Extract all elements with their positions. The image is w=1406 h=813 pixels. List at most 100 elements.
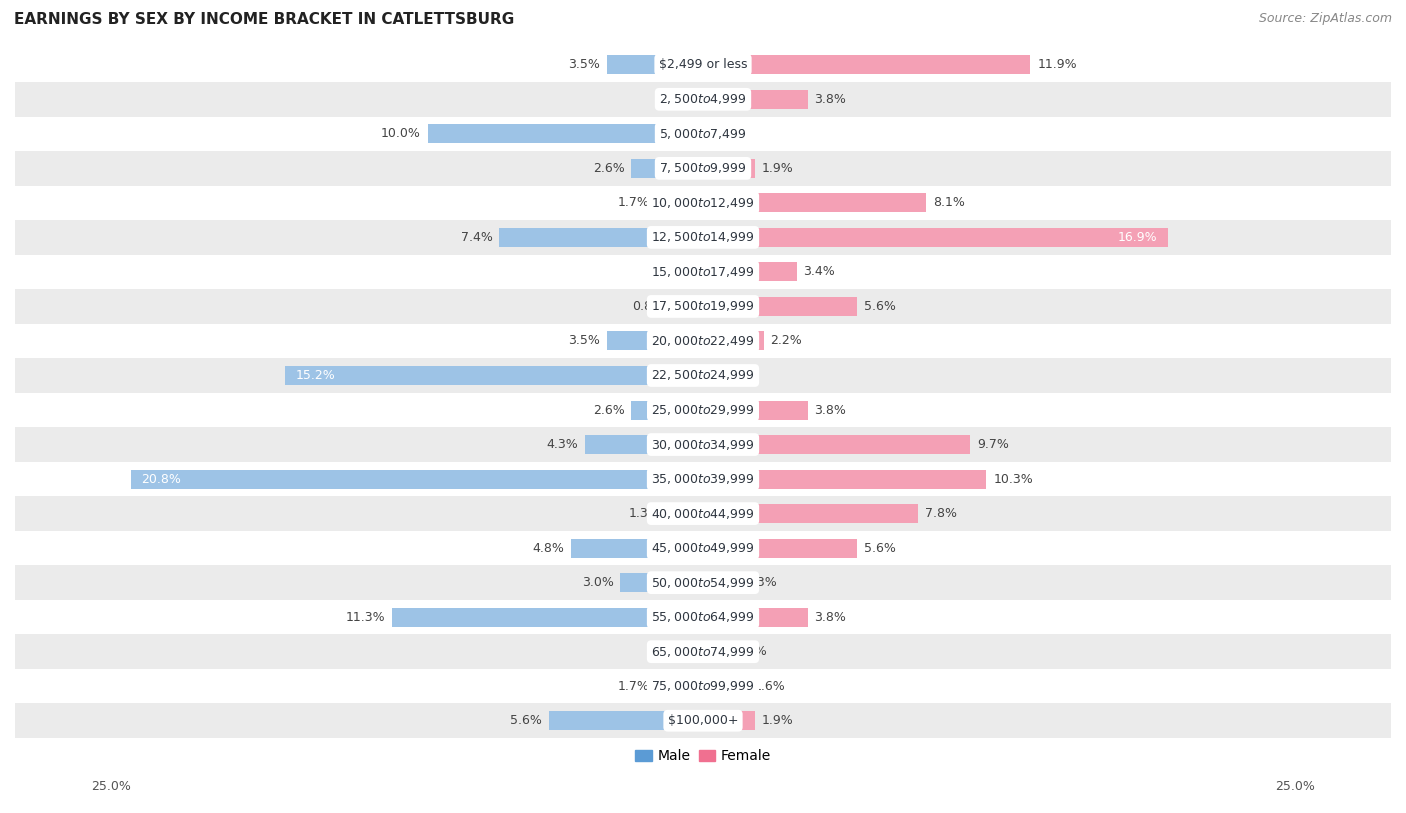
Text: 20.8%: 20.8% — [142, 472, 181, 485]
Text: $50,000 to $54,999: $50,000 to $54,999 — [651, 576, 755, 589]
Text: $2,500 to $4,999: $2,500 to $4,999 — [659, 93, 747, 107]
Bar — [15, 82, 1391, 116]
Text: 3.8%: 3.8% — [814, 93, 846, 106]
Text: 1.3%: 1.3% — [628, 507, 661, 520]
Text: 0.0%: 0.0% — [710, 369, 742, 382]
Text: 3.8%: 3.8% — [814, 403, 846, 416]
Bar — [15, 116, 1391, 151]
Bar — [499, 228, 703, 247]
Bar — [703, 711, 755, 730]
Text: 4.8%: 4.8% — [531, 541, 564, 554]
Bar — [703, 55, 1031, 74]
Text: 4.3%: 4.3% — [546, 438, 578, 451]
Bar — [15, 393, 1391, 428]
Bar — [703, 193, 927, 212]
Text: $20,000 to $22,499: $20,000 to $22,499 — [651, 334, 755, 348]
Bar — [15, 47, 1391, 82]
Text: 0.0%: 0.0% — [664, 93, 696, 106]
Bar — [15, 428, 1391, 462]
Bar — [15, 324, 1391, 359]
Text: 1.7%: 1.7% — [617, 197, 650, 210]
Text: 2.2%: 2.2% — [770, 334, 803, 347]
Text: $100,000+: $100,000+ — [668, 715, 738, 728]
Bar — [703, 676, 747, 696]
Text: EARNINGS BY SEX BY INCOME BRACKET IN CATLETTSBURG: EARNINGS BY SEX BY INCOME BRACKET IN CAT… — [14, 12, 515, 27]
Text: $22,500 to $24,999: $22,500 to $24,999 — [651, 368, 755, 382]
Bar — [703, 573, 738, 592]
Text: $7,500 to $9,999: $7,500 to $9,999 — [659, 161, 747, 176]
Bar — [668, 504, 703, 523]
Text: 1.9%: 1.9% — [762, 162, 794, 175]
Bar — [131, 470, 703, 489]
Bar — [657, 676, 703, 696]
Text: 3.0%: 3.0% — [582, 576, 613, 589]
Text: 25.0%: 25.0% — [91, 780, 131, 793]
Bar — [15, 359, 1391, 393]
Text: $40,000 to $44,999: $40,000 to $44,999 — [651, 506, 755, 520]
Bar — [15, 565, 1391, 600]
Text: 5.6%: 5.6% — [510, 715, 541, 728]
Text: 10.3%: 10.3% — [993, 472, 1033, 485]
Text: 3.5%: 3.5% — [568, 59, 600, 72]
Bar — [15, 462, 1391, 496]
Text: 11.9%: 11.9% — [1038, 59, 1077, 72]
Text: 0.0%: 0.0% — [664, 646, 696, 659]
Bar — [284, 366, 703, 385]
Bar — [427, 124, 703, 143]
Bar — [606, 332, 703, 350]
Bar — [571, 539, 703, 558]
Text: 0.0%: 0.0% — [664, 265, 696, 278]
Text: 10.0%: 10.0% — [381, 128, 420, 141]
Bar — [679, 297, 703, 316]
Text: 3.8%: 3.8% — [814, 611, 846, 624]
Bar — [703, 263, 797, 281]
Bar — [15, 703, 1391, 738]
Text: $55,000 to $64,999: $55,000 to $64,999 — [651, 611, 755, 624]
Bar — [15, 151, 1391, 185]
Text: 11.3%: 11.3% — [346, 611, 385, 624]
Text: 15.2%: 15.2% — [295, 369, 336, 382]
Text: 5.6%: 5.6% — [865, 300, 896, 313]
Bar — [703, 435, 970, 454]
Text: 7.8%: 7.8% — [925, 507, 956, 520]
Text: $17,500 to $19,999: $17,500 to $19,999 — [651, 299, 755, 314]
Text: 3.5%: 3.5% — [568, 334, 600, 347]
Text: 1.6%: 1.6% — [754, 680, 786, 693]
Text: 1.3%: 1.3% — [745, 576, 778, 589]
Text: $35,000 to $39,999: $35,000 to $39,999 — [651, 472, 755, 486]
Text: $65,000 to $74,999: $65,000 to $74,999 — [651, 645, 755, 659]
Bar — [703, 504, 918, 523]
Text: 0.87%: 0.87% — [633, 300, 672, 313]
Bar — [15, 600, 1391, 634]
Text: 8.1%: 8.1% — [932, 197, 965, 210]
Text: $45,000 to $49,999: $45,000 to $49,999 — [651, 541, 755, 555]
Bar — [620, 573, 703, 592]
Text: 16.9%: 16.9% — [1118, 231, 1157, 244]
Bar — [548, 711, 703, 730]
Text: $5,000 to $7,499: $5,000 to $7,499 — [659, 127, 747, 141]
Bar — [703, 607, 807, 627]
Bar — [15, 289, 1391, 324]
Bar — [15, 531, 1391, 565]
Text: $15,000 to $17,499: $15,000 to $17,499 — [651, 265, 755, 279]
Text: 1.9%: 1.9% — [762, 715, 794, 728]
Text: $2,499 or less: $2,499 or less — [659, 59, 747, 72]
Bar — [15, 220, 1391, 254]
Text: $25,000 to $29,999: $25,000 to $29,999 — [651, 403, 755, 417]
Bar — [15, 185, 1391, 220]
Text: $30,000 to $34,999: $30,000 to $34,999 — [651, 437, 755, 451]
Bar — [15, 634, 1391, 669]
Text: 0.62%: 0.62% — [727, 646, 766, 659]
Legend: Male, Female: Male, Female — [630, 744, 776, 769]
Bar — [631, 401, 703, 420]
Text: 2.6%: 2.6% — [593, 403, 624, 416]
Bar — [703, 642, 720, 661]
Text: 0.0%: 0.0% — [710, 128, 742, 141]
Bar — [703, 89, 807, 109]
Text: Source: ZipAtlas.com: Source: ZipAtlas.com — [1258, 12, 1392, 25]
Text: 5.6%: 5.6% — [865, 541, 896, 554]
Bar — [703, 297, 858, 316]
Bar — [703, 332, 763, 350]
Text: $75,000 to $99,999: $75,000 to $99,999 — [651, 679, 755, 693]
Bar — [657, 193, 703, 212]
